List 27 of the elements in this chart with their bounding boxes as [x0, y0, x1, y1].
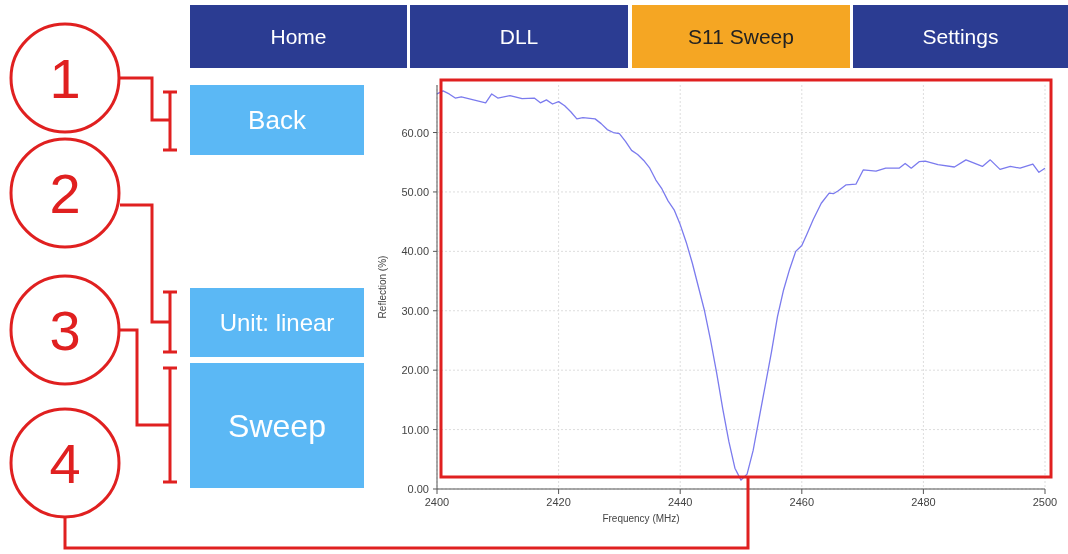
text: Back: [248, 105, 307, 136]
y-tick-label: 0.00: [407, 483, 429, 495]
y-tick-label: 50.00: [401, 185, 429, 198]
line-series: [436, 90, 1046, 481]
x-tick-label: 2460: [789, 496, 815, 508]
text: 3: [49, 299, 81, 362]
text: Settings: [922, 25, 999, 48]
text: 4: [49, 432, 81, 495]
text: Home: [270, 25, 327, 48]
text: DLL: [499, 25, 539, 48]
y-axis-title: Reflection (%): [377, 255, 388, 319]
x-tick-label: 2400: [424, 496, 450, 508]
x-tick-label: 2500: [1032, 496, 1058, 508]
y-tick-label: 60.00: [401, 126, 429, 139]
y-tick-label: 30.00: [401, 304, 429, 317]
y-tick-label: 20.00: [401, 364, 429, 377]
text: 2: [49, 162, 81, 225]
text: Unit: linear: [219, 309, 335, 337]
y-tick-label: 40.00: [401, 245, 429, 258]
x-tick-label: 2440: [667, 496, 693, 508]
text: Sweep: [228, 408, 326, 445]
x-axis-title: Frequency (MHz): [602, 513, 680, 524]
y-tick-label: 10.00: [401, 423, 429, 436]
x-tick-label: 2420: [546, 496, 571, 508]
text: 1: [49, 47, 81, 110]
x-tick-label: 2480: [911, 496, 936, 508]
text: S11 Sweep: [688, 25, 794, 48]
